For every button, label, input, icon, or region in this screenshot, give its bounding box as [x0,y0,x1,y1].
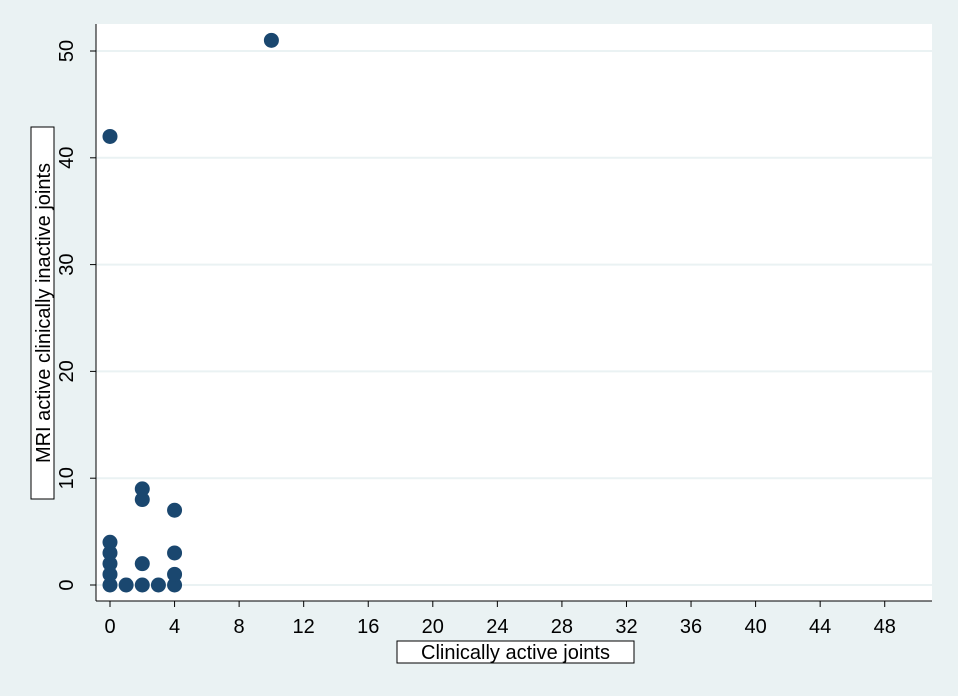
y-tick-label: 10 [56,467,78,489]
x-tick-label: 44 [809,616,831,638]
data-point [134,481,150,497]
data-point [102,534,118,550]
y-tick-label: 50 [56,40,78,62]
y-axis-label: MRI active clinically inactive joints [33,163,55,463]
x-axis-label: Clinically active joints [421,642,610,664]
x-tick-label: 24 [486,616,508,638]
x-tick-label: 4 [169,616,180,638]
y-axis-title: MRI active clinically inactive joints [30,126,55,500]
data-point [167,566,183,582]
data-point [134,492,150,508]
x-tick-label: 32 [615,616,637,638]
x-tick-label: 20 [422,616,444,638]
data-point [263,32,279,48]
data-point [102,577,118,593]
x-tick-label: 0 [104,616,115,638]
data-point [118,577,134,593]
data-point [150,577,166,593]
x-tick-label: 40 [744,616,766,638]
x-tick-label: 28 [551,616,573,638]
y-tick-label: 40 [56,147,78,169]
plot-area [96,24,932,601]
data-point [167,545,183,561]
y-tick-label: 0 [56,579,78,590]
x-tick-label: 12 [293,616,315,638]
data-point [167,577,183,593]
data-point [102,566,118,582]
data-point [102,128,118,144]
data-point [134,556,150,572]
data-point [167,502,183,518]
x-tick-label: 36 [680,616,702,638]
x-tick-label: 16 [357,616,379,638]
y-tick-label: 20 [56,360,78,382]
x-axis-title: Clinically active joints [396,640,635,664]
x-tick-label: 8 [234,616,245,638]
data-point [134,577,150,593]
x-tick-label: 48 [874,616,896,638]
data-point [102,556,118,572]
data-point [102,545,118,561]
y-tick-label: 30 [56,253,78,275]
